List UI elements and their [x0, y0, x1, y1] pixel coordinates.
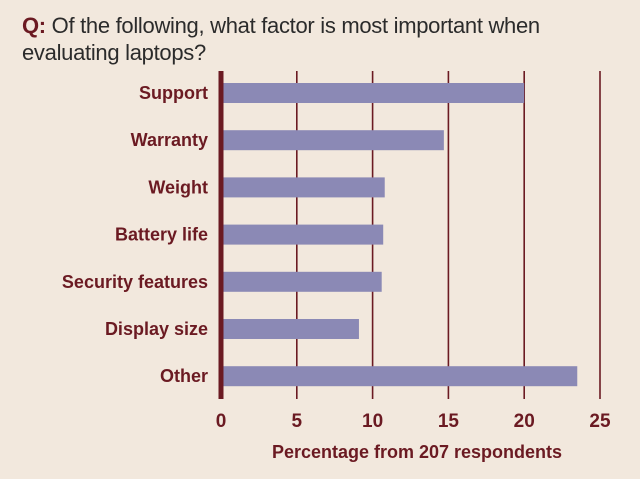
bar-warranty — [221, 130, 444, 151]
tick-label-10: 10 — [362, 411, 383, 432]
category-label-other: Other — [160, 366, 208, 386]
bar-support — [221, 83, 525, 103]
x-axis-title: Percentage from 207 respondents — [272, 442, 562, 462]
bar-other — [221, 366, 578, 387]
question-text: Of the following, what factor is most im… — [22, 13, 540, 65]
tick-label-5: 5 — [292, 411, 303, 432]
category-label-security-features: Security features — [62, 272, 208, 292]
tick-label-15: 15 — [438, 411, 460, 432]
bar-battery-life — [221, 224, 384, 245]
bar-security-features — [221, 271, 382, 292]
category-label-weight: Weight — [148, 177, 208, 197]
tick-label-0: 0 — [216, 411, 227, 432]
question-prefix: Q: — [22, 13, 46, 38]
bar-display-size — [221, 319, 359, 339]
category-label-display-size: Display size — [105, 319, 208, 339]
category-label-support: Support — [139, 83, 208, 103]
bar-weight — [221, 177, 385, 198]
question-title: Q: Of the following, what factor is most… — [22, 12, 632, 66]
tick-label-25: 25 — [589, 411, 611, 432]
category-label-warranty: Warranty — [131, 130, 208, 150]
tick-label-20: 20 — [514, 411, 535, 432]
category-label-battery-life: Battery life — [115, 225, 208, 245]
